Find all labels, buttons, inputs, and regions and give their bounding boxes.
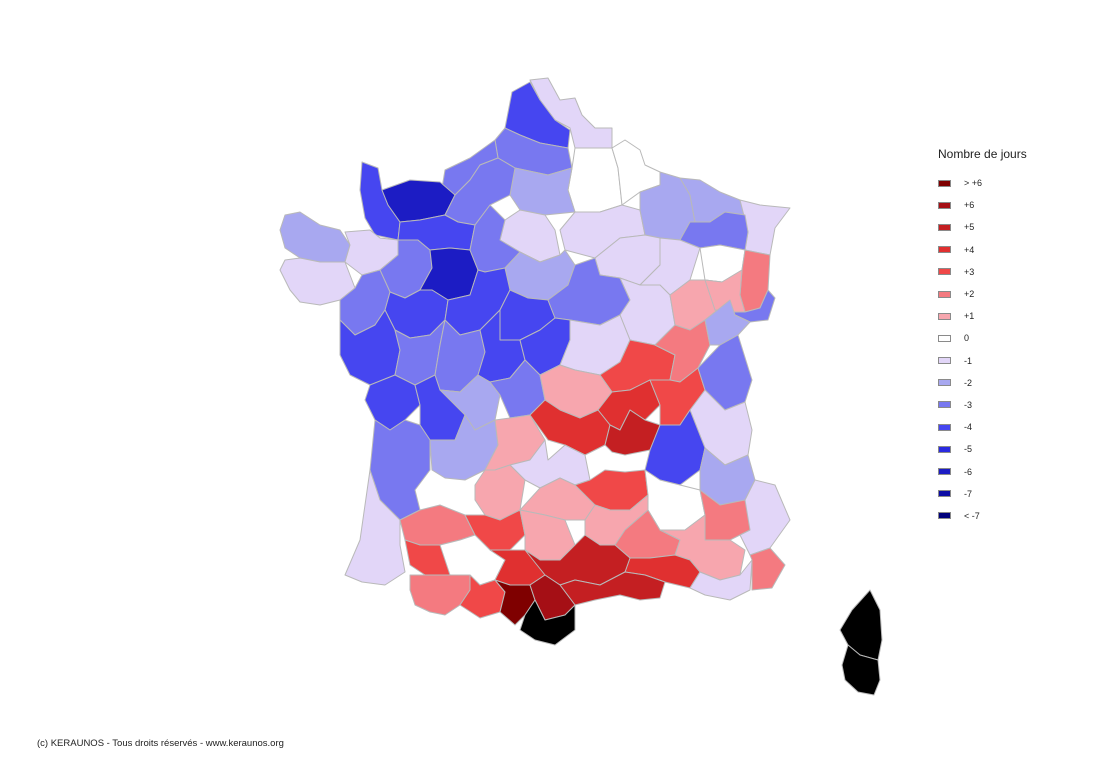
legend-label: 0 [964, 333, 970, 344]
legend-item: < -7 [938, 505, 1078, 527]
legend-label: +1 [964, 311, 975, 322]
legend-item: -2 [938, 372, 1078, 394]
legend-label: -4 [964, 422, 973, 433]
legend-swatch [938, 512, 951, 520]
department-aude [409, 574, 471, 616]
legend-label: +4 [964, 244, 975, 255]
legend-swatch [938, 246, 951, 254]
legend-swatch [938, 468, 951, 476]
legend-title: Nombre de jours [938, 147, 1027, 161]
legend-label: > +6 [964, 178, 983, 189]
legend-label: -5 [964, 444, 973, 455]
department-oise [509, 167, 576, 216]
legend-item: -6 [938, 460, 1078, 482]
legend-label: -7 [964, 488, 973, 499]
department-haute-loire [509, 439, 591, 489]
legend-items: > +6 +6 +5 +4 +3 +2 +1 0 -1 -2 -3 -4 -5 -6 -7 < -7 [938, 172, 1078, 527]
legend-swatch [938, 423, 951, 431]
legend-item: +2 [938, 283, 1078, 305]
legend-swatch [938, 223, 951, 231]
legend-item: -3 [938, 394, 1078, 416]
legend-swatch [938, 445, 951, 453]
legend-label: +3 [964, 266, 975, 277]
department-tarn [689, 559, 753, 601]
legend-item: -7 [938, 483, 1078, 505]
legend-swatch [938, 490, 951, 498]
department-aveyron [344, 469, 406, 586]
legend-swatch [938, 312, 951, 320]
map-legend: Nombre de jours > +6 +6 +5 +4 +3 +2 +1 0 -1 -2 -3 -… [938, 147, 1078, 527]
legend-item: -5 [938, 438, 1078, 460]
legend-item: -4 [938, 416, 1078, 438]
legend-swatch [938, 268, 951, 276]
legend-swatch [938, 179, 951, 187]
department-ariege [559, 571, 666, 606]
legend-swatch [938, 290, 951, 298]
legend-label: +6 [964, 200, 975, 211]
legend-item: 0 [938, 327, 1078, 349]
legend-item: +6 [938, 194, 1078, 216]
legend-swatch [938, 379, 951, 387]
legend-label: +5 [964, 222, 975, 233]
legend-item: +1 [938, 305, 1078, 327]
legend-label: -6 [964, 466, 973, 477]
copyright-credit: (c) KERAUNOS - Tous droits réservés - ww… [37, 738, 284, 749]
legend-swatch [938, 201, 951, 209]
legend-swatch [938, 334, 951, 342]
legend-item: > +6 [938, 172, 1078, 194]
legend-item: +4 [938, 239, 1078, 261]
legend-swatch [938, 401, 951, 409]
legend-label: -3 [964, 399, 973, 410]
legend-item: +3 [938, 261, 1078, 283]
legend-label: -1 [964, 355, 973, 366]
legend-label: -2 [964, 377, 973, 388]
legend-item: -1 [938, 350, 1078, 372]
legend-item: +5 [938, 216, 1078, 238]
department-aisne [567, 147, 623, 213]
department-savoie [604, 409, 661, 456]
department-herault [749, 547, 786, 591]
legend-label: < -7 [964, 510, 980, 521]
legend-label: +2 [964, 289, 975, 300]
legend-swatch [938, 357, 951, 365]
department-finistere [279, 211, 351, 263]
department-ardeche [474, 464, 526, 521]
department-charente-maritime [704, 299, 751, 346]
